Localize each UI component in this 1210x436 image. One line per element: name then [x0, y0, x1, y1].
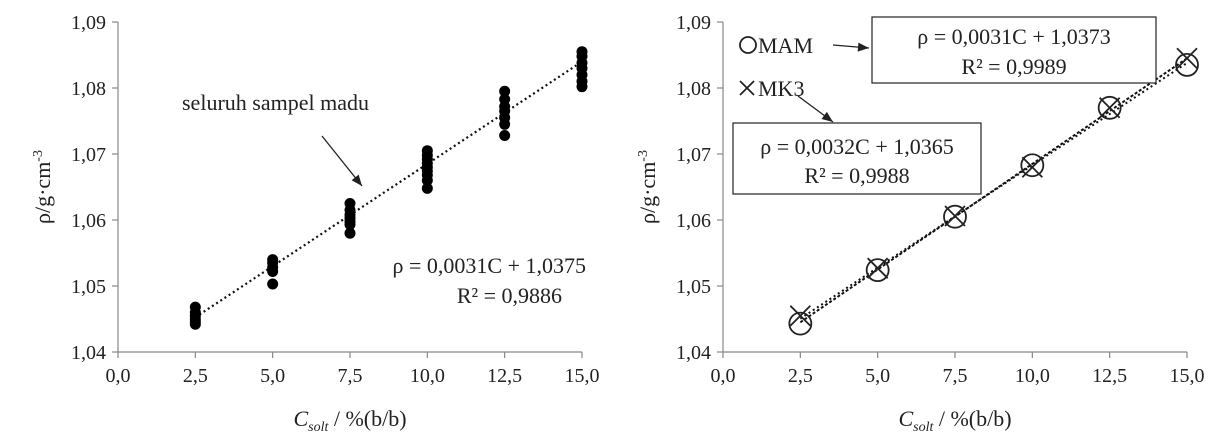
data-point [576, 81, 588, 93]
x-tick-label: 10,0 [410, 365, 445, 387]
x-tick-label: 0,0 [711, 365, 736, 387]
annotation-label: seluruh sampel madu [182, 90, 369, 115]
y-tick-label: 1,06 [71, 210, 106, 232]
x-tick-label: 15,0 [1170, 365, 1205, 387]
legend-label-mk3: MK3 [758, 76, 804, 101]
cross-stroke [739, 80, 755, 96]
regression-equation: ρ = 0,0031C + 1,0375 [393, 253, 586, 278]
data-point [344, 219, 356, 231]
data-point-mk3 [1176, 47, 1198, 69]
data-point-mk3 [944, 205, 966, 227]
y-axis-label-sup: -3 [636, 150, 651, 162]
x-axis-label-rest: / %(b/b) [933, 406, 1011, 431]
arrow-mk3-head [821, 111, 833, 122]
data-point-mam [943, 204, 967, 229]
r-squared-mk3: R² = 0,9988 [804, 163, 909, 188]
chart-all-honey-samples: 0,0 2,5 5,0 7,5 10,0 12,5 15,0 1,04 1,05 1,06 1,07… [30, 12, 600, 435]
x-tick-label: 7,5 [943, 365, 968, 387]
annotation-arrow-head [351, 174, 362, 186]
legend-label-mam: MAM [758, 33, 813, 58]
data-point-mk3 [1099, 97, 1121, 119]
x-axis-label: Csolt / %(b/b) [898, 406, 1011, 435]
x-tick-label: 7,5 [338, 365, 363, 387]
cross-stroke [944, 205, 966, 227]
data-point [189, 318, 201, 330]
data-point-mam [788, 311, 813, 336]
y-axis-label: ρ/g·cm-3 [635, 150, 660, 224]
y-axis-label-main: ρ/g·cm [635, 162, 660, 224]
equation-mk3: ρ = 0,0032C + 1,0365 [760, 134, 953, 159]
y-axis-label-main: ρ/g·cm [30, 162, 55, 224]
data-point [421, 174, 433, 186]
x-tick-label: 5,0 [865, 365, 890, 387]
x-tick-label: 5,0 [260, 365, 285, 387]
data-point [499, 85, 511, 97]
x-tick-label: 2,5 [183, 365, 208, 387]
y-tick-label: 1,04 [676, 342, 711, 364]
equation-mam: ρ = 0,0031C + 1,0373 [917, 24, 1110, 49]
y-tick-label: 1,08 [71, 78, 106, 100]
x-tick-label: 0,0 [106, 365, 131, 387]
data-point-mam [1175, 53, 1199, 77]
cross-stroke [1099, 97, 1121, 119]
x-axis-label-sub: solt [913, 420, 934, 435]
cross-stroke [1176, 47, 1198, 69]
x-axis-label-sub: solt [308, 420, 329, 435]
chart-mam-mk3: 0,0 2,5 5,0 7,5 10,0 12,5 15,0 1,04 1,05 1,06 1,07… [635, 12, 1205, 435]
x-tick-label: 10,0 [1015, 365, 1050, 387]
data-point-mk3 [1021, 156, 1043, 178]
y-tick-label: 1,08 [676, 78, 711, 100]
data-point-mk3 [789, 305, 811, 327]
y-axis-label-sup: -3 [31, 150, 46, 162]
data-point [499, 130, 511, 142]
equation-box-mk3 [732, 122, 982, 195]
x-tick-label: 2,5 [788, 365, 813, 387]
y-tick-label: 1,09 [676, 12, 711, 34]
trendline-mam [799, 62, 1188, 320]
x-axis-label: Csolt / %(b/b) [293, 406, 406, 435]
data-point [499, 118, 511, 130]
legend-marker-mam [739, 36, 757, 54]
arrow-mam-head [857, 42, 869, 52]
y-tick-label: 1,09 [71, 12, 106, 34]
cross-stroke [867, 257, 889, 279]
data-point-mam [1097, 95, 1122, 120]
y-tick-label: 1,05 [676, 276, 711, 298]
r-squared: R² = 0,9886 [457, 283, 562, 308]
x-tick-label: 12,5 [487, 365, 522, 387]
x-tick-label: 15,0 [565, 365, 600, 387]
trendline [194, 60, 583, 319]
equation-box-mam [871, 16, 1157, 84]
data-point [267, 265, 279, 277]
y-axis-label: ρ/g·cm-3 [30, 150, 55, 224]
legend-marker-mk3 [739, 80, 755, 96]
y-tick-label: 1,07 [676, 144, 711, 166]
x-axis-label-main: C [898, 406, 913, 431]
x-axis-label-main: C [293, 406, 308, 431]
data-point [421, 182, 433, 194]
y-tick-label: 1,05 [71, 276, 106, 298]
r-squared-mam: R² = 0,9989 [961, 54, 1066, 79]
x-axis-label-rest: / %(b/b) [328, 406, 406, 431]
data-point-mam [865, 258, 890, 283]
data-point-mam [1020, 153, 1045, 178]
cross-stroke [789, 305, 811, 327]
cross-stroke [1021, 156, 1043, 178]
data-point-mk3 [867, 257, 889, 279]
y-tick-label: 1,06 [676, 210, 711, 232]
y-tick-label: 1,04 [71, 342, 106, 364]
data-point [267, 278, 279, 290]
data-point [344, 227, 356, 239]
x-tick-label: 12,5 [1092, 365, 1127, 387]
y-tick-label: 1,07 [71, 144, 106, 166]
trendline-mk3 [799, 57, 1188, 324]
